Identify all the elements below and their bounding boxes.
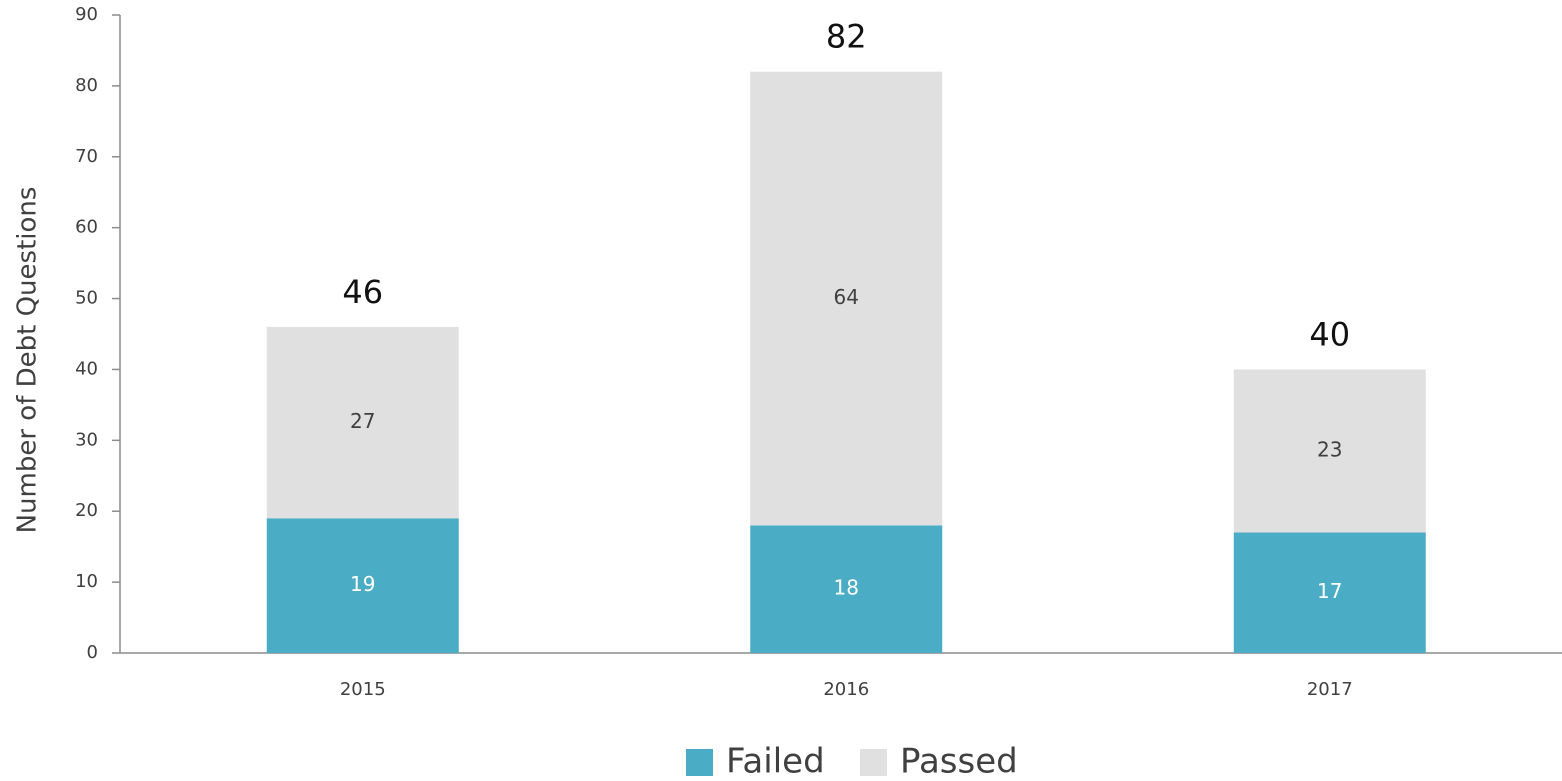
y-tick-label: 40 — [75, 358, 98, 379]
total-label: 82 — [826, 18, 867, 56]
total-label: 40 — [1309, 315, 1350, 353]
y-tick-label: 30 — [75, 429, 98, 450]
y-tick-label: 0 — [87, 642, 98, 663]
legend-swatch — [686, 749, 713, 776]
bar-segment — [1233, 532, 1426, 653]
x-tick-label: 2016 — [823, 679, 869, 700]
y-tick-label: 70 — [75, 146, 98, 167]
x-tick-label: 2015 — [340, 679, 386, 700]
data-label: 64 — [834, 285, 859, 309]
bar-segment — [266, 518, 459, 653]
x-tick-label: 2017 — [1307, 679, 1353, 700]
y-tick-label: 60 — [75, 217, 98, 238]
y-tick-label: 20 — [75, 500, 98, 521]
bar-segment — [1233, 369, 1426, 533]
data-label: 23 — [1317, 437, 1342, 461]
bar-segment — [750, 71, 943, 526]
y-axis-title: Number of Debt Questions — [13, 187, 43, 534]
y-tick-label: 50 — [75, 288, 98, 309]
bar-segment — [266, 326, 459, 519]
legend-swatch — [860, 749, 887, 776]
legend-label: Failed — [726, 742, 825, 781]
data-label: 27 — [350, 409, 375, 433]
data-label: 17 — [1317, 579, 1342, 603]
data-label: 18 — [834, 576, 859, 600]
y-tick-label: 90 — [75, 4, 98, 25]
data-label: 19 — [350, 572, 375, 596]
total-label: 46 — [342, 273, 383, 311]
y-tick-label: 80 — [75, 75, 98, 96]
bar-segment — [750, 525, 943, 653]
y-tick-label: 10 — [75, 571, 98, 592]
legend-label: Passed — [900, 742, 1018, 781]
